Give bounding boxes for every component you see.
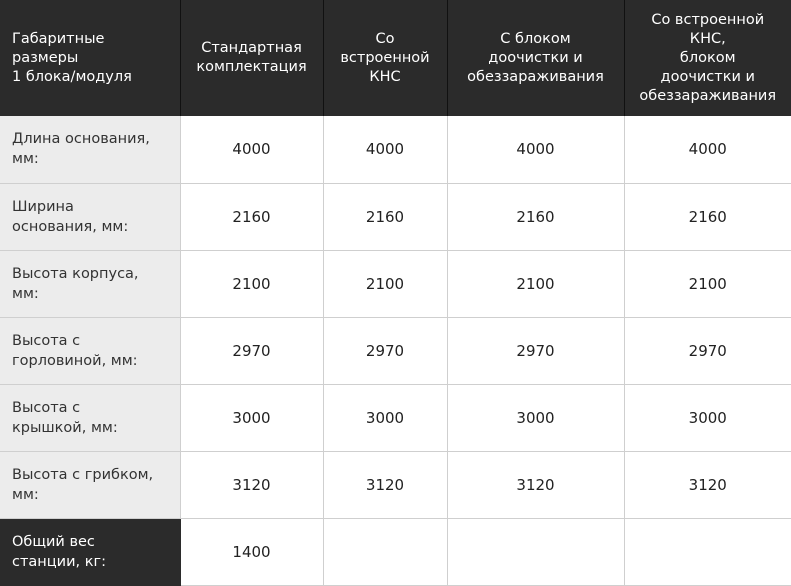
row-value: 2160 [179, 182, 324, 251]
row-value: 2100 [623, 249, 791, 318]
row-value: 3000 [179, 383, 324, 452]
row-value: 4000 [179, 116, 324, 184]
row-value: 2100 [446, 249, 625, 318]
row-value: 4000 [322, 116, 448, 184]
header-with-kns: Со встроенной КНС [323, 0, 448, 116]
row-value [322, 517, 448, 586]
row-value [446, 517, 625, 586]
table-row: Высота с крышкой, мм: 3000 3000 3000 3000 [0, 383, 791, 452]
table-row: Высота корпуса, мм: 2100 2100 2100 2100 [0, 249, 791, 318]
row-value: 1400 [179, 517, 324, 586]
row-value: 2970 [446, 316, 625, 385]
row-value [623, 517, 791, 586]
row-value: 3120 [322, 450, 448, 519]
table-row: Высота с грибком, мм: 3120 3120 3120 3120 [0, 450, 791, 519]
row-value: 2160 [322, 182, 448, 251]
table-row: Высота с горловиной, мм: 2970 2970 2970 2970 [0, 316, 791, 385]
row-value: 3000 [446, 383, 625, 452]
row-value: 2970 [179, 316, 324, 385]
header-with-kns-and-post-treatment: Со встроенной КНС, блоком доочистки и об… [624, 0, 791, 116]
row-value: 4000 [623, 116, 791, 184]
table-row: Общий вес станции, кг: 1400 [0, 517, 791, 586]
table-row: Длина основания, мм: 4000 4000 4000 4000 [0, 116, 791, 184]
row-value: 2160 [623, 182, 791, 251]
row-value: 4000 [446, 116, 625, 184]
header-dimensions: Габаритные размеры 1 блока/модуля [0, 0, 181, 116]
row-value: 2100 [322, 249, 448, 318]
row-value: 2970 [322, 316, 448, 385]
header-with-post-treatment: С блоком доочистки и обеззараживания [447, 0, 625, 116]
row-label: Длина основания, мм: [0, 116, 181, 184]
row-value: 3120 [446, 450, 625, 519]
row-value: 3000 [322, 383, 448, 452]
row-label: Высота с горловиной, мм: [0, 316, 181, 385]
row-label: Высота корпуса, мм: [0, 249, 181, 318]
header-standard: Стандартная комплектация [180, 0, 324, 116]
row-label: Высота с грибком, мм: [0, 450, 181, 519]
row-label: Высота с крышкой, мм: [0, 383, 181, 452]
row-value: 2970 [623, 316, 791, 385]
row-label: Общий вес станции, кг: [0, 517, 181, 586]
table-row: Ширина основания, мм: 2160 2160 2160 2160 [0, 182, 791, 251]
row-value: 2100 [179, 249, 324, 318]
row-value: 3000 [623, 383, 791, 452]
row-label: Ширина основания, мм: [0, 182, 181, 251]
row-value: 3120 [623, 450, 791, 519]
row-value: 3120 [179, 450, 324, 519]
row-value: 2160 [446, 182, 625, 251]
header-row: Габаритные размеры 1 блока/модуля Станда… [0, 0, 791, 116]
